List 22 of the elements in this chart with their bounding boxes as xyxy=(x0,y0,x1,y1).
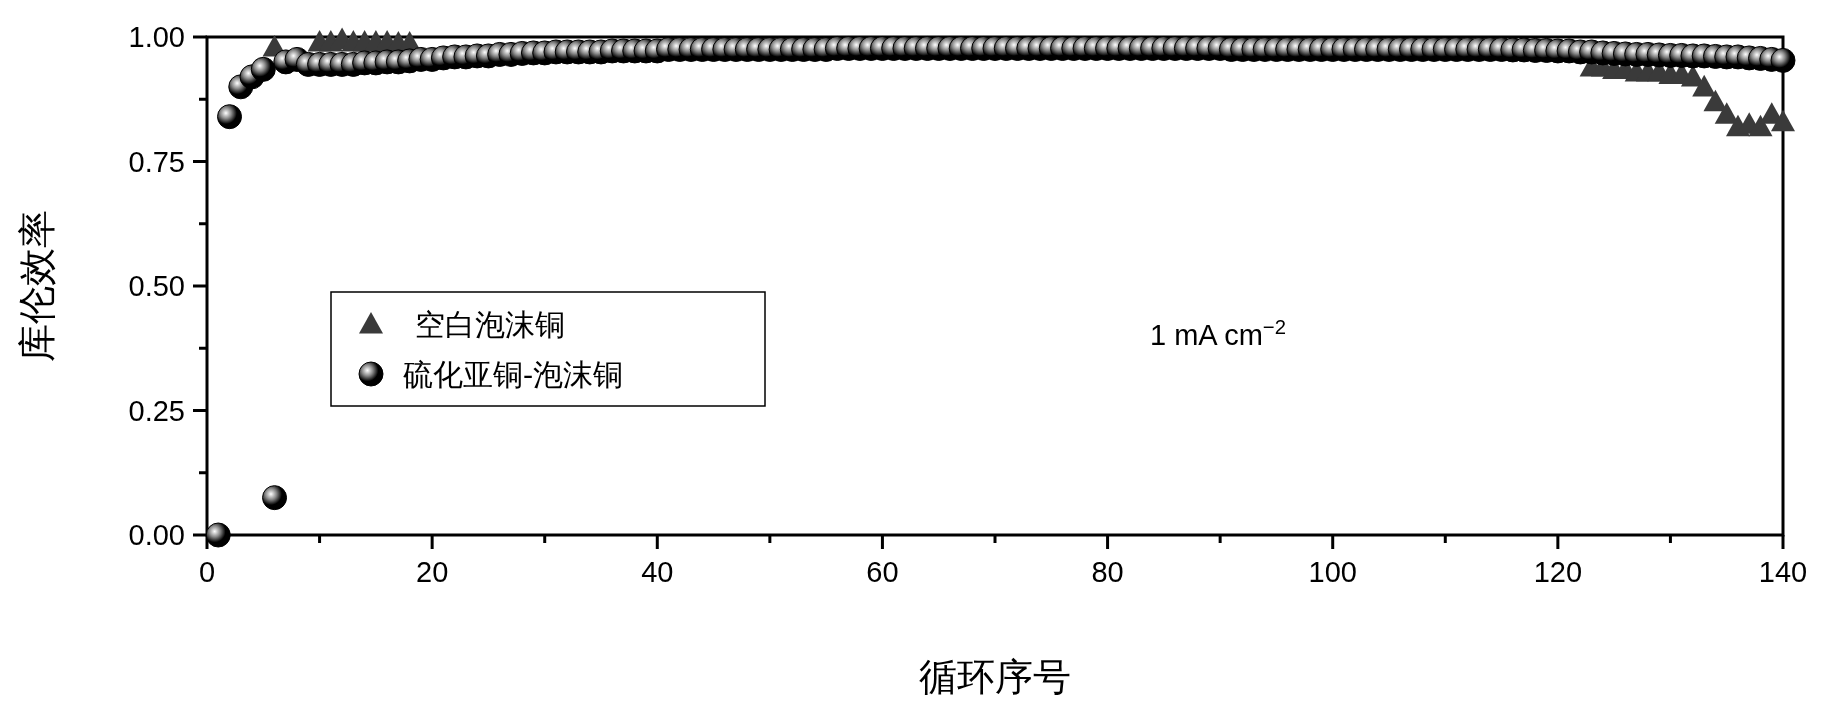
x-tick-label: 120 xyxy=(1533,556,1583,588)
x-tick-label: 60 xyxy=(866,556,899,588)
x-tick-label: 140 xyxy=(1758,556,1808,588)
annotation: 1 mA cm$^{−2}$ xyxy=(1150,316,1286,351)
y-tick-label: 0.00 xyxy=(128,519,185,551)
point xyxy=(1692,74,1717,97)
legend-label: 硫化亚铜-泡沫铜 xyxy=(403,357,624,392)
point xyxy=(1748,114,1773,137)
point xyxy=(1714,102,1739,124)
x-tick-label: 0 xyxy=(198,556,216,588)
y-tick-label: 0.25 xyxy=(128,394,185,427)
x-tick-label: 100 xyxy=(1308,556,1357,588)
y-tick-label: 1.00 xyxy=(128,21,185,53)
legend-label: 空白泡沫铜 xyxy=(415,307,565,342)
x-axis-title: 循环序号 xyxy=(919,655,1071,699)
y-tick-label: 0.75 xyxy=(128,145,185,178)
point xyxy=(1771,109,1795,132)
y-axis-title: 库伦效率 xyxy=(15,210,59,362)
x-tick-label: 40 xyxy=(641,556,674,588)
x-tick-label: 20 xyxy=(416,556,449,588)
y-tick-label: 0.50 xyxy=(128,270,185,302)
x-tick-label: 80 xyxy=(1091,556,1124,588)
